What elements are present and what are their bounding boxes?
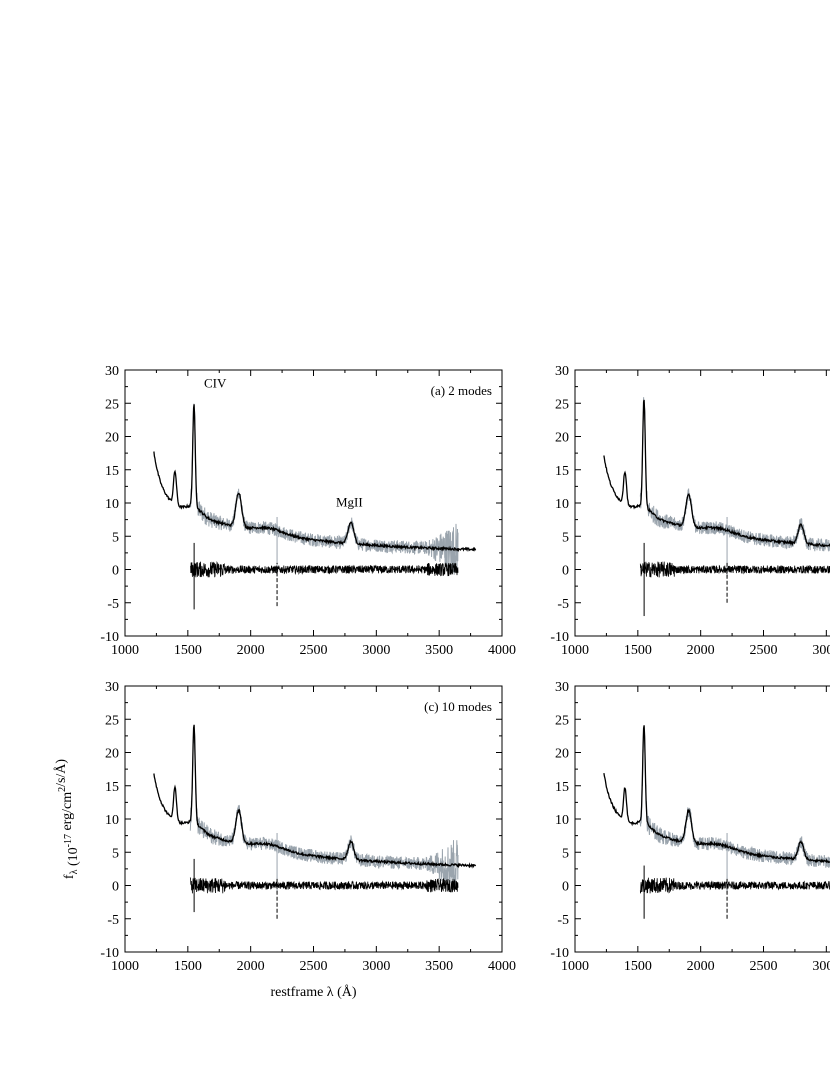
y-tick-label: 0 <box>562 564 569 579</box>
x-tick-label: 1000 <box>111 959 139 974</box>
y-tick-label: 15 <box>105 464 119 479</box>
x-tick-label: 2500 <box>300 959 328 974</box>
panel-label: (c) 10 modes <box>424 699 492 714</box>
y-tick-label: 0 <box>112 564 119 579</box>
line-annotation: MgII <box>336 494 363 509</box>
residual-line <box>190 560 459 578</box>
plot-area <box>603 725 830 919</box>
y-tick-label: 10 <box>555 497 569 512</box>
y-tick-label: 25 <box>105 397 119 412</box>
plot-frame <box>574 369 830 637</box>
plot-frame <box>124 685 503 953</box>
x-tick-label: 1500 <box>174 643 202 658</box>
y-tick-label: 30 <box>555 680 569 695</box>
x-tick-label: 3000 <box>362 643 390 658</box>
y-tick-label: 20 <box>105 747 119 762</box>
panel-4: 1000 1500 2000 2500 3000 -10 -5 0 5 10 15 20 25 30 <box>550 680 830 974</box>
y-tick-label: 20 <box>555 747 569 762</box>
plot-frame <box>124 369 503 637</box>
y-tick-label: -5 <box>557 913 569 928</box>
x-tick-label: 1000 <box>111 643 139 658</box>
y-tick-label: 5 <box>562 530 569 545</box>
y-tick-label: -10 <box>550 946 569 961</box>
x-tick-label: 4000 <box>488 643 516 658</box>
x-tick-label: 3000 <box>362 959 390 974</box>
x-tick-label: 3500 <box>425 643 453 658</box>
y-tick-label: 15 <box>555 780 569 795</box>
y-tick-label: 30 <box>555 364 569 379</box>
y-tick-label: 15 <box>105 780 119 795</box>
x-tick-label: 2500 <box>750 959 778 974</box>
y-tick-label: 25 <box>555 713 569 728</box>
observed-spectrum <box>639 726 830 868</box>
y-tick-label: -10 <box>550 630 569 645</box>
y-tick-label: 5 <box>562 846 569 861</box>
y-tick-label: 20 <box>555 431 569 446</box>
panel-2: 1000 1500 2000 2500 3000 -10 -5 0 5 10 15 20 25 30 <box>550 364 830 658</box>
plot-area <box>153 724 477 919</box>
x-tick-label: 2000 <box>237 959 265 974</box>
y-tick-label: 5 <box>112 530 119 545</box>
y-tick-label: -10 <box>100 946 119 961</box>
panel-label: (a) 2 modes <box>431 383 492 398</box>
x-axis-label: restframe λ (Å) <box>270 984 356 1000</box>
x-tick-label: 1500 <box>174 959 202 974</box>
y-tick-label: 25 <box>105 713 119 728</box>
x-tick-label: 2000 <box>687 959 715 974</box>
y-tick-label: 10 <box>105 813 119 828</box>
x-tick-label: 2500 <box>300 643 328 658</box>
reconstruction-line <box>153 404 477 553</box>
x-tick-label: 2500 <box>750 643 778 658</box>
y-tick-label: -5 <box>557 597 569 612</box>
x-tick-label: 1000 <box>561 643 589 658</box>
y-tick-label: 10 <box>555 813 569 828</box>
plot-frame <box>574 685 830 953</box>
y-tick-label: 20 <box>105 431 119 446</box>
x-tick-label: 4000 <box>488 959 516 974</box>
x-tick-label: 1000 <box>561 959 589 974</box>
residual-line <box>639 877 830 894</box>
y-tick-label: 30 <box>105 680 119 695</box>
y-axis-label: fλ (10-17 erg/cm2/s/Å) <box>53 759 81 880</box>
residual-line <box>189 877 459 894</box>
x-tick-label: 1500 <box>624 959 652 974</box>
observed-spectrum <box>639 397 830 552</box>
y-tick-label: -10 <box>100 630 119 645</box>
panel-3: 1000 1500 2000 2500 3000 3500 4000 -10 -5 0 5 10 15 2… <box>53 680 516 1000</box>
reconstruction-line <box>603 725 830 864</box>
x-tick-label: 2000 <box>687 643 715 658</box>
reconstruction-line <box>153 724 477 869</box>
y-tick-label: -5 <box>107 597 119 612</box>
y-tick-label: 5 <box>112 846 119 861</box>
y-tick-label: 15 <box>555 464 569 479</box>
plot-area <box>603 397 830 617</box>
plot-area <box>153 403 477 610</box>
x-tick-label: 3500 <box>425 959 453 974</box>
residual-line <box>639 561 830 578</box>
observed-spectrum <box>189 403 459 575</box>
reconstruction-line <box>603 399 830 549</box>
y-tick-label: 0 <box>112 880 119 895</box>
x-tick-label: 3000 <box>812 959 830 974</box>
y-tick-label: 10 <box>105 497 119 512</box>
y-tick-label: 30 <box>105 364 119 379</box>
y-tick-label: -5 <box>107 913 119 928</box>
x-tick-label: 3000 <box>812 643 830 658</box>
line-annotation: CIV <box>204 375 227 390</box>
x-tick-label: 2000 <box>237 643 265 658</box>
y-tick-label: 0 <box>562 880 569 895</box>
y-tick-label: 25 <box>555 397 569 412</box>
panel-1: 1000 1500 2000 2500 3000 3500 4000 -10 -5 0 5 10 15 2… <box>100 364 516 658</box>
x-tick-label: 1500 <box>624 643 652 658</box>
